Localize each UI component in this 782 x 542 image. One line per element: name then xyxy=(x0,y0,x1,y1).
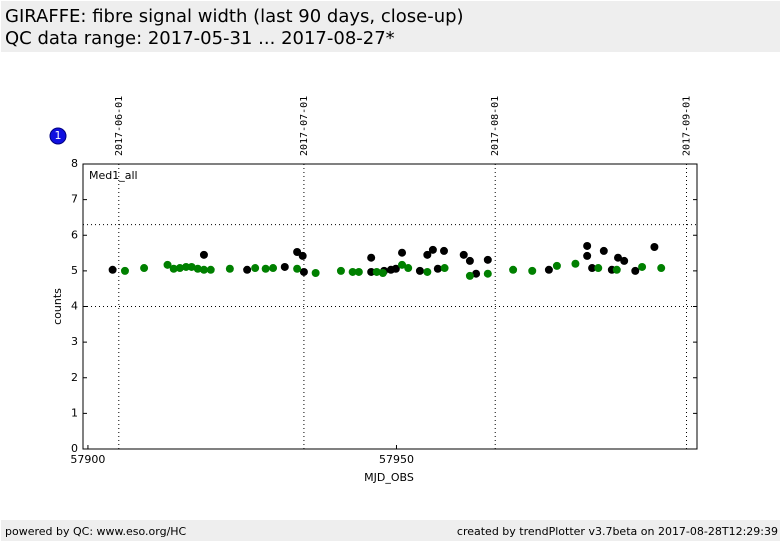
point xyxy=(398,248,407,257)
point xyxy=(509,265,518,274)
point xyxy=(367,267,376,276)
point xyxy=(571,259,580,268)
x-tick-label: 57900 xyxy=(70,453,105,466)
point xyxy=(225,264,234,273)
point xyxy=(251,264,260,273)
point xyxy=(638,262,647,271)
point xyxy=(428,245,437,254)
point xyxy=(472,269,481,278)
y-tick-label: 4 xyxy=(71,300,78,313)
annotation: Med1_all xyxy=(89,169,138,182)
point xyxy=(631,266,640,275)
point xyxy=(612,265,621,274)
footer-band xyxy=(1,520,780,541)
footer-left: powered by QC: www.eso.org/HC xyxy=(5,525,187,538)
badge-circle xyxy=(49,127,67,145)
point xyxy=(459,250,468,259)
point xyxy=(552,261,561,270)
point xyxy=(243,265,252,274)
point xyxy=(354,267,363,276)
point xyxy=(372,267,381,276)
point xyxy=(293,264,302,273)
point xyxy=(199,265,208,274)
point xyxy=(483,255,492,264)
y-axis-label: counts xyxy=(51,288,64,325)
date-label: 2017-09-01 xyxy=(682,96,693,156)
point xyxy=(187,262,196,271)
header-band xyxy=(1,1,780,52)
point xyxy=(169,264,178,273)
point xyxy=(483,269,492,278)
point xyxy=(465,271,474,280)
point xyxy=(299,267,308,276)
point xyxy=(588,264,597,273)
point xyxy=(439,246,448,255)
point xyxy=(175,264,184,273)
point xyxy=(378,269,387,278)
x-tick-label: 57950 xyxy=(379,453,414,466)
point xyxy=(657,264,666,273)
badge: 1 xyxy=(55,129,62,142)
point xyxy=(614,253,623,262)
point xyxy=(140,264,149,273)
point xyxy=(544,265,553,274)
y-tick-label: 2 xyxy=(71,371,78,384)
point xyxy=(280,262,289,271)
point xyxy=(583,251,592,260)
y-tick-label: 5 xyxy=(71,264,78,277)
point xyxy=(193,264,202,273)
point xyxy=(583,241,592,250)
point xyxy=(404,264,413,273)
point xyxy=(528,266,537,275)
point xyxy=(163,260,172,269)
point xyxy=(311,269,320,278)
point xyxy=(423,267,432,276)
point xyxy=(367,253,376,262)
footer-right: created by trendPlotter v3.7beta on 2017… xyxy=(457,525,778,538)
point xyxy=(298,251,307,260)
subtitle: QC data range: 2017-05-31 ... 2017-08-27… xyxy=(5,28,395,49)
point xyxy=(650,243,659,252)
y-tick-label: 1 xyxy=(71,406,78,419)
y-tick-label: 0 xyxy=(71,442,78,455)
point xyxy=(293,247,302,256)
point xyxy=(261,264,270,273)
point xyxy=(398,260,407,269)
point xyxy=(120,266,129,275)
point xyxy=(348,267,357,276)
point xyxy=(423,250,432,259)
y-tick-label: 8 xyxy=(71,157,78,170)
point xyxy=(182,262,191,271)
point xyxy=(599,246,608,255)
y-tick-label: 7 xyxy=(71,193,78,206)
date-label: 2017-07-01 xyxy=(299,96,310,156)
point xyxy=(391,264,400,273)
y-tick-label: 6 xyxy=(71,228,78,241)
date-label: 2017-06-01 xyxy=(114,96,125,156)
point xyxy=(108,265,117,274)
point xyxy=(433,264,442,273)
title: GIRAFFE: fibre signal width (last 90 day… xyxy=(5,6,464,27)
point xyxy=(465,256,474,265)
point xyxy=(199,250,208,259)
point xyxy=(415,266,424,275)
x-axis-label: MJD_OBS xyxy=(364,471,414,484)
point xyxy=(206,265,215,274)
point xyxy=(594,264,603,273)
date-label: 2017-08-01 xyxy=(490,96,501,156)
point xyxy=(336,266,345,275)
point xyxy=(440,264,449,273)
y-tick-label: 3 xyxy=(71,335,78,348)
point xyxy=(269,264,278,273)
point xyxy=(620,256,629,265)
